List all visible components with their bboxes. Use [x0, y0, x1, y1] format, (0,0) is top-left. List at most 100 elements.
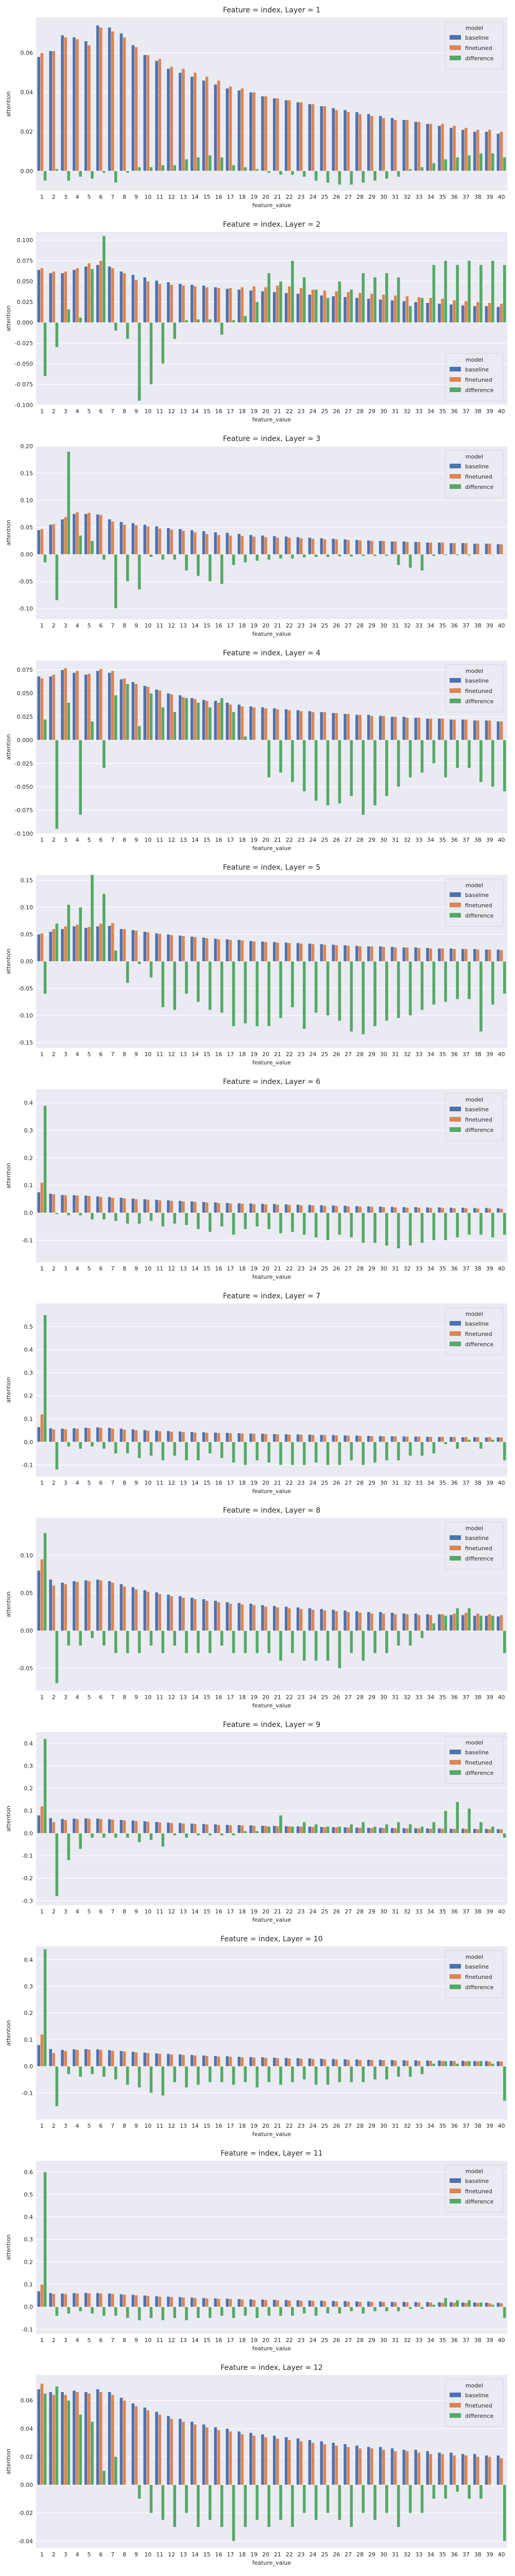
bar-finetuned [193, 937, 197, 962]
y-tick-label: 0.1 [24, 1808, 33, 1815]
bar-difference [279, 961, 283, 1019]
bar-baseline [237, 1825, 241, 1834]
bar-baseline [473, 1615, 476, 1631]
bar-baseline [96, 2293, 99, 2307]
bar-baseline [261, 291, 265, 323]
bar-finetuned [452, 543, 456, 555]
bar-finetuned [405, 947, 409, 962]
x-tick-label: 38 [474, 1694, 482, 1701]
x-tick-label: 29 [368, 837, 375, 843]
bar-finetuned [87, 263, 91, 323]
x-tick-label: 25 [321, 2123, 328, 2129]
bar-difference [314, 961, 318, 1013]
bar-finetuned [241, 1825, 244, 1834]
bar-difference [397, 1630, 401, 1646]
bar-finetuned [464, 301, 468, 323]
x-tick-label: 9 [134, 2551, 138, 2558]
chart-panel-10: 0.40.30.20.10.0-0.11 2 3 4 5 6 7 8 9 10 11 12 13 14 15… [5, 1935, 507, 2138]
bar-finetuned [193, 1599, 197, 1631]
bar-baseline [226, 1432, 229, 1443]
bar-finetuned [264, 941, 268, 962]
bar-difference [126, 684, 129, 740]
x-tick-label: 21 [274, 1265, 281, 1272]
bar-baseline [355, 945, 359, 962]
x-tick-label: 11 [156, 622, 163, 629]
bar-baseline [355, 715, 359, 740]
bar-baseline [296, 101, 300, 172]
y-tick-label: 0.00 [21, 551, 33, 558]
bar-difference [184, 961, 188, 994]
x-tick-label: 15 [203, 194, 211, 200]
plot-area [36, 446, 507, 619]
bar-baseline [331, 296, 335, 323]
bar-difference [455, 1608, 459, 1631]
bar-difference [55, 1833, 59, 1896]
bar-finetuned [276, 942, 280, 962]
bar-difference [302, 277, 306, 323]
bar-baseline [390, 1827, 394, 1834]
bar-difference [290, 2066, 295, 2082]
bar-baseline [284, 2057, 288, 2066]
bar-baseline [449, 127, 453, 172]
legend-swatch-finetuned [450, 1760, 461, 1765]
x-tick-label: 17 [227, 2337, 234, 2344]
bar-baseline [178, 529, 182, 555]
bar-baseline [154, 689, 159, 740]
bar-difference [208, 1833, 212, 1836]
y-tick-label: 0.3 [24, 1762, 33, 1769]
legend-swatch-baseline [450, 2178, 461, 2183]
y-tick-label: -0.025 [15, 340, 33, 347]
bar-finetuned [264, 708, 268, 740]
bar-baseline [461, 1207, 465, 1213]
x-axis-label: feature_value [252, 2345, 291, 2352]
bar-difference [432, 554, 436, 556]
x-tick-label: 34 [427, 2551, 434, 2558]
bar-baseline [485, 2061, 488, 2066]
legend-label: baseline [465, 366, 489, 373]
bar-difference [408, 740, 412, 778]
bar-difference [220, 698, 224, 740]
legend-swatch-finetuned [450, 45, 461, 50]
bar-baseline [131, 682, 135, 740]
bar-baseline [143, 2052, 147, 2066]
x-tick-label: 20 [262, 194, 269, 200]
x-tick-label: 13 [180, 622, 187, 629]
bar-finetuned [417, 2302, 421, 2307]
bar-difference [114, 1442, 118, 1454]
bar-finetuned [63, 926, 67, 962]
x-tick-label: 34 [427, 2337, 434, 2344]
bar-finetuned [158, 2296, 162, 2307]
bar-baseline [72, 514, 76, 555]
bar-difference [267, 1630, 271, 1654]
bar-baseline [202, 80, 205, 172]
bar-baseline [178, 283, 182, 323]
bar-difference [444, 554, 448, 556]
bar-baseline [402, 1207, 406, 1213]
bar-baseline [96, 264, 99, 323]
bar-finetuned [52, 1585, 56, 1631]
bar-difference [184, 1833, 188, 1838]
x-tick-label: 22 [286, 2551, 293, 2558]
bar-difference [491, 1212, 495, 1238]
bar-finetuned [405, 1436, 409, 1443]
x-axis: 1 2 3 4 5 6 7 8 9 10 11 12 13 14 15 16 17 18 19 20 21 22 23 24 2… [40, 2123, 505, 2129]
bar-finetuned [181, 1597, 185, 1631]
y-tick-label: 0.20 [21, 443, 33, 450]
bar-difference [479, 1212, 483, 1235]
bar-baseline [214, 700, 217, 740]
bar-difference [161, 707, 165, 740]
bar-finetuned [417, 717, 421, 740]
bar-baseline [343, 1205, 347, 1213]
chart-title: Feature = index, Layer = 4 [223, 649, 320, 657]
bar-finetuned [52, 523, 56, 555]
bar-difference [184, 2066, 188, 2088]
x-tick-label: 23 [298, 1480, 305, 1486]
x-tick-label: 36 [451, 1051, 458, 1058]
bar-difference [350, 961, 353, 1032]
x-tick-label: 3 [64, 622, 67, 629]
x-tick-label: 40 [498, 1265, 505, 1272]
x-tick-label: 10 [144, 2551, 151, 2558]
x-tick-label: 20 [262, 1908, 269, 1915]
bar-difference [373, 1630, 377, 1654]
